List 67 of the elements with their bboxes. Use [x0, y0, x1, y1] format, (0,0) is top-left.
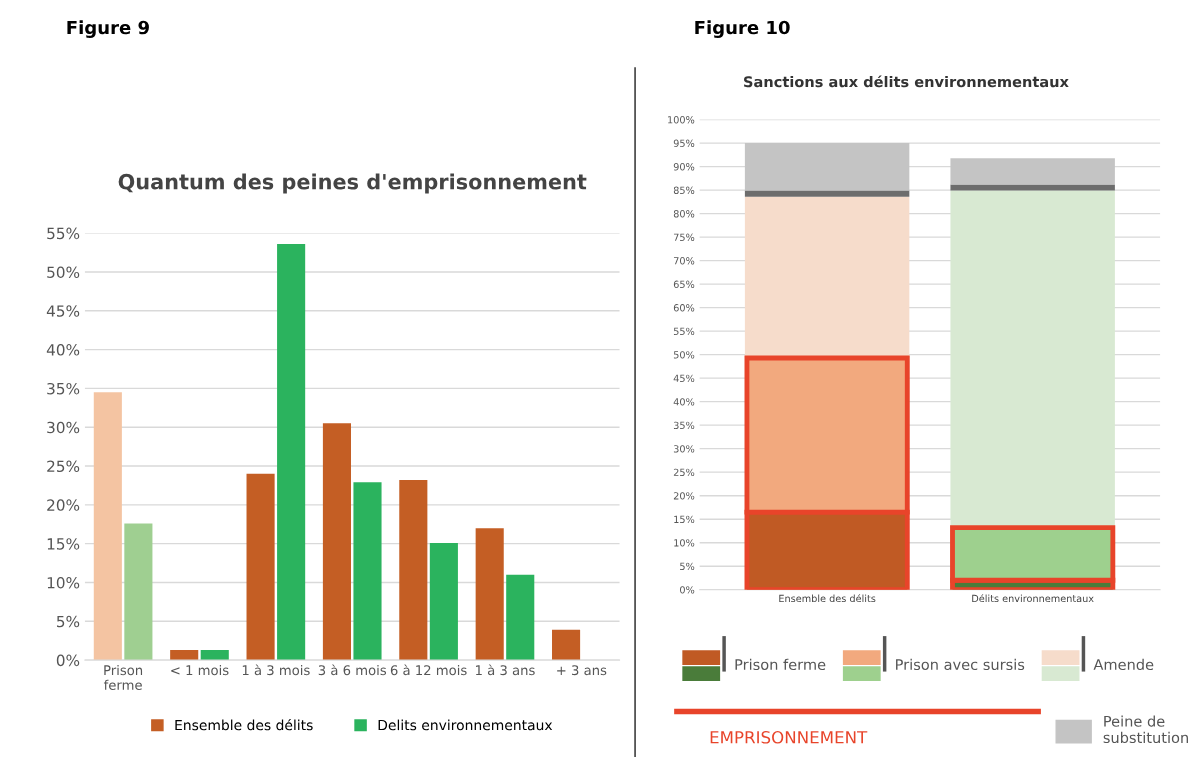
legend-label: Ensemble des délits: [175, 719, 313, 731]
bar: [552, 629, 581, 661]
y-tick-label: 90%: [673, 163, 695, 171]
x-tick-label: Prison ferme: [103, 664, 143, 690]
y-tick-label: 20%: [47, 499, 80, 511]
legend-label: Amende: [1093, 658, 1154, 671]
y-tick-label: 25%: [673, 468, 695, 477]
legend-label: Prison avec sursis: [896, 658, 1025, 671]
chart-title: Quantum des peines d'emprisonnement: [118, 173, 587, 194]
y-tick-label: 50%: [673, 351, 695, 359]
x-tick-label: 3 à 6 mois: [318, 664, 387, 676]
x-tick-label: + 3 ans: [557, 665, 607, 676]
bar: [506, 574, 535, 661]
bar: [124, 523, 153, 661]
bar: [744, 190, 910, 197]
y-tick-label: 95%: [673, 139, 695, 147]
x-tick-label: < 1 mois: [171, 664, 229, 676]
y-tick-label: 100%: [668, 116, 695, 124]
y-tick-label: 30%: [47, 421, 80, 434]
bar: [246, 473, 275, 661]
y-tick-label: 35%: [673, 421, 695, 429]
y-tick-label: 40%: [46, 344, 80, 356]
y-tick-label: 65%: [673, 280, 695, 288]
y-tick-label: 70%: [673, 257, 695, 265]
y-tick-label: 55%: [47, 227, 80, 240]
y-tick-label: 5%: [680, 562, 695, 571]
x-tick-label: 6 à 12 mois: [390, 664, 467, 676]
y-tick-label: 55%: [673, 327, 695, 335]
text: EMPRISONNEMENT: [710, 731, 868, 744]
x-tick-label: Délits environnementaux: [972, 594, 1094, 603]
y-tick-label: 15%: [674, 515, 695, 524]
x-tick-label: 1 à 3 ans: [476, 664, 535, 676]
y-tick-label: 45%: [673, 374, 695, 382]
y-tick-label: 80%: [673, 210, 695, 218]
y-tick-label: 30%: [673, 445, 695, 453]
bar: [429, 542, 458, 661]
bar: [475, 528, 504, 661]
y-tick-label: 75%: [673, 233, 695, 241]
y-tick-label: 25%: [47, 460, 80, 473]
y-tick-label: 0%: [56, 654, 80, 667]
bar: [950, 184, 1115, 191]
y-tick-label: 40%: [673, 398, 695, 406]
y-tick-label: 0%: [680, 586, 695, 594]
y-tick-label: 85%: [673, 186, 695, 194]
bar: [744, 196, 910, 358]
y-tick-label: 60%: [673, 304, 695, 312]
x-tick-label: 1 à 3 mois: [242, 664, 310, 676]
bar: [277, 244, 306, 661]
bar: [744, 143, 910, 191]
legend-label: Peine de substitution: [1103, 715, 1188, 744]
y-tick-label: 5%: [57, 615, 80, 628]
y-tick-label: 10%: [674, 539, 695, 547]
legend-label: Delits environnementaux: [378, 719, 553, 731]
y-tick-label: 50%: [47, 266, 80, 278]
caption: Figure 10: [695, 20, 790, 38]
caption: Figure 9: [67, 20, 149, 38]
bar: [93, 392, 122, 661]
bar: [353, 482, 382, 661]
bar: [322, 423, 351, 661]
bar: [950, 158, 1115, 185]
bar: [399, 480, 428, 661]
chart-title: Sanctions aux délits environnementaux: [744, 75, 1069, 88]
y-tick-label: 10%: [47, 576, 80, 589]
y-tick-label: 15%: [47, 538, 80, 550]
y-tick-label: 20%: [673, 492, 695, 500]
y-tick-label: 45%: [46, 305, 80, 317]
y-tick-label: 35%: [47, 382, 80, 395]
